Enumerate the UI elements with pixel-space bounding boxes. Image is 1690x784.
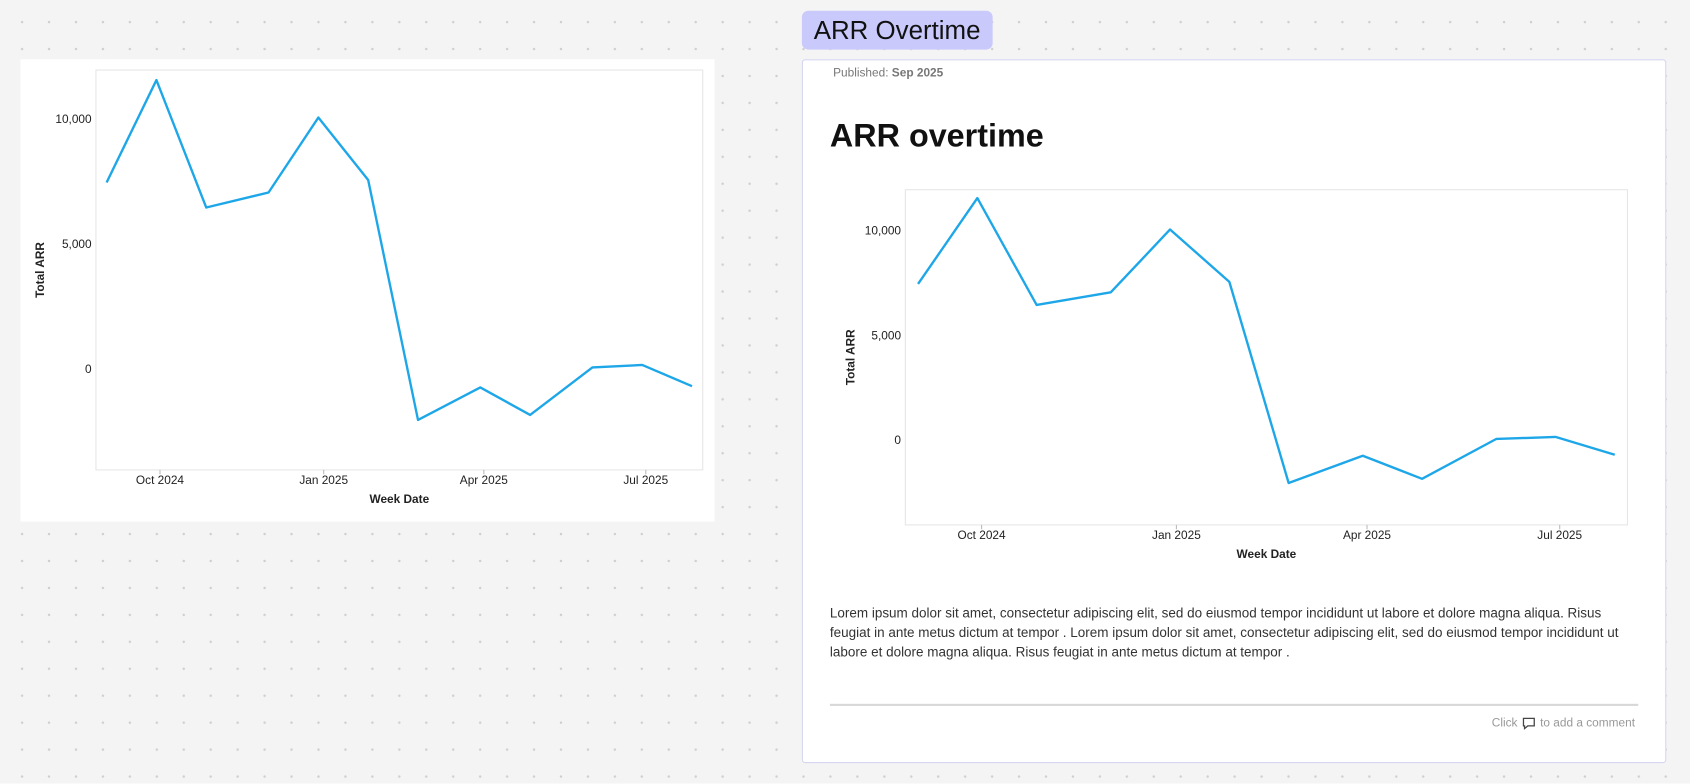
- x-tick-label: Jan 2025: [299, 473, 348, 487]
- chart: 0 5,000 10,000 Oct 2024 Jan 2025 Apr 2025 Jul …: [33, 69, 704, 506]
- comment-hint[interactable]: Click to add a comment: [1492, 717, 1635, 730]
- comment-suffix: to add a comment: [1540, 716, 1636, 730]
- y-tick-label: 0: [894, 433, 901, 447]
- y-axis-label: Total ARR: [844, 329, 858, 385]
- published-label: Published:: [833, 66, 889, 80]
- x-tick-label: Oct 2024: [958, 528, 1006, 542]
- divider: [829, 703, 1639, 706]
- chart-panel[interactable]: 0 5,000 10,000 Oct 2024 Jan 2025 Apr 2025 Jul …: [20, 59, 715, 522]
- y-tick-label: 5,000: [871, 328, 901, 342]
- published-date: Sep 2025: [891, 66, 944, 80]
- post-body: Lorem ipsum dolor sit amet, consectetur …: [829, 605, 1619, 660]
- y-axis-label: Total ARR: [33, 242, 47, 298]
- line: [917, 196, 1616, 485]
- post-title: ARR overtime: [829, 118, 1044, 155]
- line: [105, 78, 693, 422]
- published: Published: Sep 2025: [833, 67, 943, 80]
- x-tick-label: Jul 2025: [1537, 528, 1582, 542]
- plot-frame: [95, 69, 704, 471]
- comment-icon: [1522, 717, 1535, 730]
- x-tick-label: Jan 2025: [1152, 528, 1201, 542]
- post-card: [801, 59, 1667, 764]
- x-tick-label: Apr 2025: [460, 473, 508, 487]
- x-axis-label: Week Date: [369, 492, 429, 506]
- comment-prefix: Click: [1491, 716, 1518, 730]
- tab-title[interactable]: ARR Overtime: [801, 10, 993, 50]
- y-tick-label: 5,000: [62, 237, 92, 251]
- x-tick-label: Apr 2025: [1343, 528, 1391, 542]
- x-tick-label: Jul 2025: [623, 473, 668, 487]
- x-tick-label: Oct 2024: [136, 473, 184, 487]
- x-axis-label: Week Date: [1237, 547, 1297, 561]
- y-tick-label: 0: [85, 362, 92, 376]
- y-tick-label: 10,000: [865, 224, 902, 238]
- chart: 0 5,000 10,000 Oct 2024 Jan 2025 Apr 2025 Jul …: [844, 189, 1629, 561]
- y-tick-label: 10,000: [55, 112, 92, 126]
- plot-frame: [904, 189, 1629, 526]
